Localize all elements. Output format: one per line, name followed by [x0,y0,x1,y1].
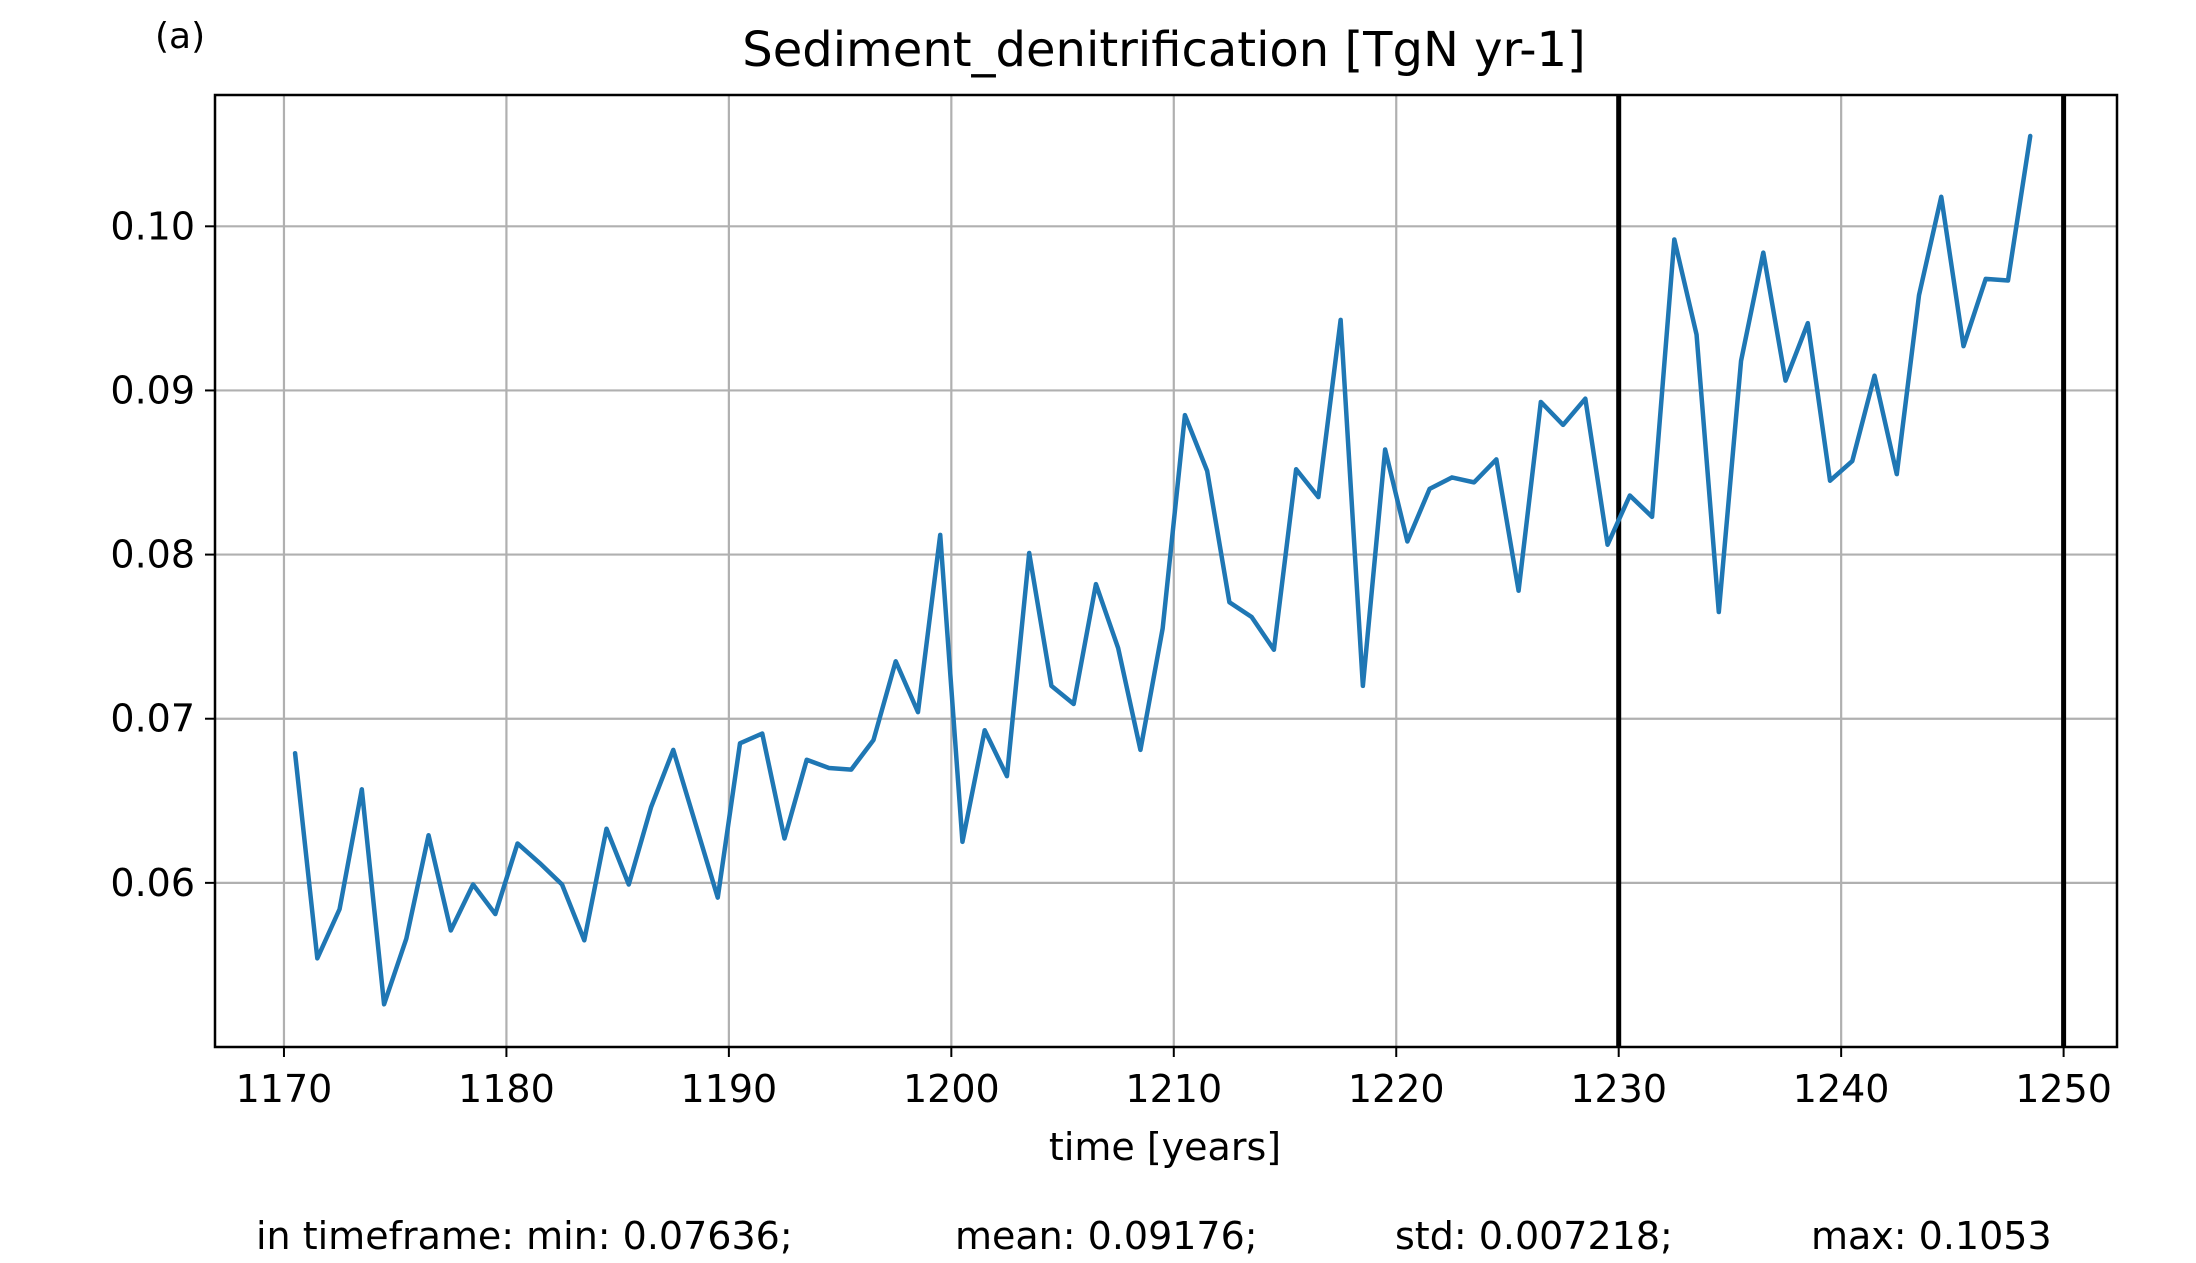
axis-ticks: 1170 1180 1190 1200 1210 1220 1230 1240 1250 0.06… [110,204,2112,1111]
series-line [292,133,2033,1007]
stat-max: max: 0.1053 [1811,1214,2052,1258]
chart-title: Sediment_denitrification [TgN yr-1] [742,22,1586,78]
plot-area-frame [213,93,2119,1049]
y-tick-label: 0.07 [110,697,195,741]
x-tick-label: 1220 [1348,1067,1445,1111]
x-tick-label: 1210 [1125,1067,1222,1111]
y-tick-label: 0.06 [110,861,195,905]
x-tick-label: 1230 [1570,1067,1667,1111]
stat-mean: mean: 0.09176; [955,1214,1258,1258]
y-tick-label: 0.08 [110,533,195,577]
grid [215,95,2117,1047]
x-tick-label: 1200 [903,1067,1000,1111]
panel-label: (a) [155,16,205,57]
x-axis-label: time [years] [1049,1125,1281,1169]
stat-std: std: 0.007218; [1395,1214,1673,1258]
x-tick-label: 1240 [1793,1067,1890,1111]
y-tick-label: 0.09 [110,368,195,412]
marker-lines [1616,95,2067,1047]
x-tick-label: 1190 [681,1067,778,1111]
x-tick-label: 1180 [458,1067,555,1111]
stat-min: in timeframe: min: 0.07636; [256,1214,793,1258]
y-tick-label: 0.10 [110,204,195,248]
x-tick-label: 1250 [2015,1067,2112,1111]
x-tick-label: 1170 [236,1067,333,1111]
series-group [292,133,2033,1007]
